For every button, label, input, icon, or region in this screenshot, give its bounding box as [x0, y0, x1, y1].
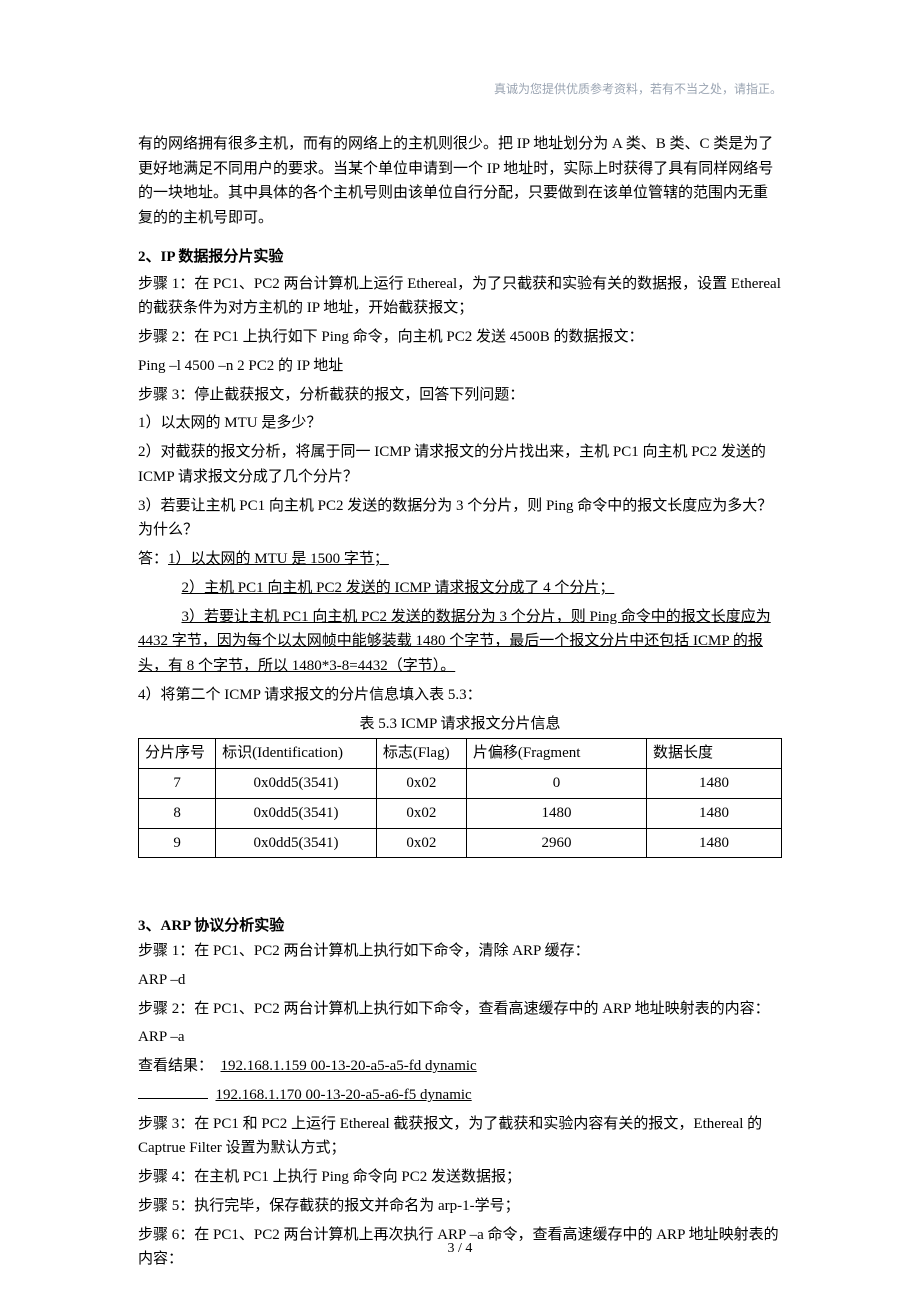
- table-cell: 2960: [466, 828, 646, 858]
- table-cell: 1480: [646, 828, 781, 858]
- sec2-q1: 1）以太网的 MTU 是多少？: [138, 411, 782, 436]
- table-header-cell: 数据长度: [646, 739, 781, 769]
- table-cell: 7: [139, 769, 216, 799]
- table-cell: 0x0dd5(3541): [216, 828, 377, 858]
- sec2-q3: 3）若要让主机 PC1 向主机 PC2 发送的数据分为 3 个分片，则 Ping…: [138, 494, 782, 544]
- table-cell: 1480: [646, 769, 781, 799]
- table-row: 70x0dd5(3541)0x0201480: [139, 769, 782, 799]
- sec2-q2: 2）对截获的报文分析，将属于同一 ICMP 请求报文的分片找出来，主机 PC1 …: [138, 440, 782, 490]
- section-2-title: 2、IP 数据报分片实验: [138, 245, 782, 270]
- sec3-cmd2: ARP –a: [138, 1025, 782, 1050]
- sec3-step5: 步骤 5：执行完毕，保存截获的报文并命名为 arp-1-学号；: [138, 1194, 782, 1219]
- sec3-step3: 步骤 3：在 PC1 和 PC2 上运行 Ethereal 截获报文，为了截获和…: [138, 1112, 782, 1162]
- table-row: 90x0dd5(3541)0x0229601480: [139, 828, 782, 858]
- table-cell: 0x0dd5(3541): [216, 769, 377, 799]
- sec3-step1: 步骤 1：在 PC1、PC2 两台计算机上执行如下命令，清除 ARP 缓存：: [138, 939, 782, 964]
- table-cell: 0x02: [376, 828, 466, 858]
- table-cell: 0: [466, 769, 646, 799]
- table-header-row: 分片序号标识(Identification)标志(Flag)片偏移(Fragme…: [139, 739, 782, 769]
- arp-result-2: 192.168.1.170 00-13-20-a5-a6-f5 dynamic: [216, 1083, 472, 1108]
- blank-underline: [138, 1098, 208, 1099]
- header-note: 真诚为您提供优质参考资料，若有不当之处，请指正。: [138, 80, 782, 100]
- page-footer: 3 / 4: [0, 1237, 920, 1260]
- sec2-answer3: 3）若要让主机 PC1 向主机 PC2 发送的数据分为 3 个分片，则 Ping…: [138, 605, 782, 679]
- icmp-fragment-table: 分片序号标识(Identification)标志(Flag)片偏移(Fragme…: [138, 738, 782, 858]
- answer1-text: 1）以太网的 MTU 是 1500 字节；: [168, 551, 389, 567]
- section-3-title: 3、ARP 协议分析实验: [138, 918, 284, 934]
- sec2-answer1: 答：1）以太网的 MTU 是 1500 字节；: [138, 547, 782, 572]
- table-caption: 表 5.3 ICMP 请求报文分片信息: [138, 712, 782, 737]
- table-header-cell: 标识(Identification): [216, 739, 377, 769]
- intro-paragraph: 有的网络拥有很多主机，而有的网络上的主机则很少。把 IP 地址划分为 A 类、B…: [138, 132, 782, 231]
- arp-result-1: 192.168.1.159 00-13-20-a5-a5-fd dynamic: [221, 1054, 477, 1079]
- table-cell: 1480: [466, 798, 646, 828]
- table-cell: 0x02: [376, 769, 466, 799]
- table-header-cell: 分片序号: [139, 739, 216, 769]
- table-cell: 0x0dd5(3541): [216, 798, 377, 828]
- sec2-answer2: 2）主机 PC1 向主机 PC2 发送的 ICMP 请求报文分成了 4 个分片；: [138, 576, 782, 601]
- table-header-cell: 片偏移(Fragment: [466, 739, 646, 769]
- sec2-step2: 步骤 2：在 PC1 上执行如下 Ping 命令，向主机 PC2 发送 4500…: [138, 325, 782, 350]
- sec2-step3: 步骤 3：停止截获报文，分析截获的报文，回答下列问题：: [138, 383, 782, 408]
- table-cell: 8: [139, 798, 216, 828]
- sec2-ping-cmd: Ping –l 4500 –n 2 PC2 的 IP 地址: [138, 354, 782, 379]
- answer-prefix: 答：: [138, 551, 168, 567]
- sec2-step1: 步骤 1：在 PC1、PC2 两台计算机上运行 Ethereal，为了只截获和实…: [138, 272, 782, 322]
- table-row: 80x0dd5(3541)0x0214801480: [139, 798, 782, 828]
- sec3-result-line1: 查看结果： 192.168.1.159 00-13-20-a5-a5-fd dy…: [138, 1054, 782, 1079]
- table-cell: 1480: [646, 798, 781, 828]
- sec2-q4: 4）将第二个 ICMP 请求报文的分片信息填入表 5.3：: [138, 683, 782, 708]
- sec3-cmd1: ARP –d: [138, 968, 782, 993]
- sec3-step2: 步骤 2：在 PC1、PC2 两台计算机上执行如下命令，查看高速缓存中的 ARP…: [138, 997, 782, 1022]
- table-header-cell: 标志(Flag): [376, 739, 466, 769]
- answer2-text: 2）主机 PC1 向主机 PC2 发送的 ICMP 请求报文分成了 4 个分片；: [182, 580, 615, 596]
- sec3-step4: 步骤 4：在主机 PC1 上执行 Ping 命令向 PC2 发送数据报；: [138, 1165, 782, 1190]
- result-label: 查看结果：: [138, 1058, 213, 1074]
- sec3-result-line2: 192.168.1.170 00-13-20-a5-a6-f5 dynamic: [138, 1083, 782, 1108]
- table-cell: 0x02: [376, 798, 466, 828]
- table-cell: 9: [139, 828, 216, 858]
